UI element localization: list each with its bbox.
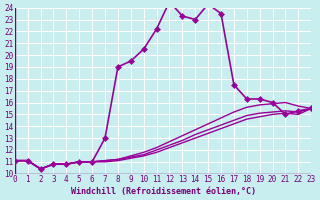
X-axis label: Windchill (Refroidissement éolien,°C): Windchill (Refroidissement éolien,°C) [70, 187, 255, 196]
